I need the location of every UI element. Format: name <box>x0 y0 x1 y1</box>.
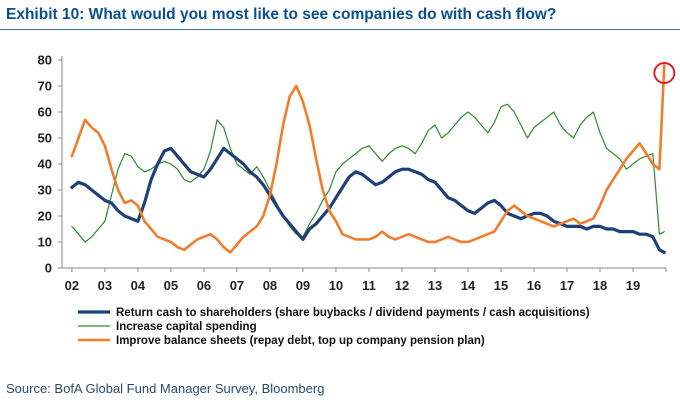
x-tick-label: 06 <box>197 278 211 293</box>
y-tick-label: 60 <box>38 105 52 120</box>
x-tick-label: 11 <box>362 278 376 293</box>
x-axis-ticks: 02 03 04 05 06 07 08 09 10 11 12 13 14 15 16 17 18 19 <box>65 268 667 293</box>
series-capex-line <box>71 103 665 243</box>
y-tick-label: 70 <box>38 79 52 94</box>
y-tick-label: 50 <box>38 131 52 146</box>
chart: 0 10 20 30 40 50 60 70 80 02 03 04 05 06 07 08 09 10 11 12… <box>38 53 676 347</box>
legend: Return cash to shareholders (share buyba… <box>78 307 590 347</box>
x-tick-label: 16 <box>527 278 541 293</box>
legend-item-return-cash: Return cash to shareholders (share buyba… <box>78 307 590 319</box>
y-tick-label: 30 <box>38 183 52 198</box>
x-tick-label: 12 <box>395 278 409 293</box>
x-tick-label: 15 <box>494 278 508 293</box>
y-tick-label: 20 <box>38 209 52 224</box>
series-layer <box>70 63 666 254</box>
legend-item-capex: Increase capital spending <box>78 321 257 333</box>
x-tick-label: 18 <box>593 278 607 293</box>
series-balance-sheet-line <box>70 63 666 254</box>
y-tick-label: 80 <box>38 53 52 68</box>
x-tick-label: 02 <box>65 278 79 293</box>
legend-label: Return cash to shareholders (share buyba… <box>116 307 590 319</box>
highlight-circle <box>653 62 676 84</box>
x-tick-label: 13 <box>428 278 442 293</box>
legend-label: Increase capital spending <box>116 321 257 333</box>
source-note: Source: BofA Global Fund Manager Survey,… <box>6 381 325 396</box>
x-tick-label: 09 <box>296 278 310 293</box>
y-tick-label: 0 <box>45 261 52 276</box>
x-tick-label: 10 <box>329 278 343 293</box>
legend-item-balance-sheet: Improve balance sheets (repay debt, top … <box>78 335 485 347</box>
x-tick-label: 04 <box>131 278 146 293</box>
chart-title: Exhibit 10: What would you most like to … <box>6 6 557 23</box>
y-tick-label: 40 <box>38 157 52 172</box>
legend-label: Improve balance sheets (repay debt, top … <box>116 335 485 347</box>
x-tick-label: 05 <box>164 278 178 293</box>
x-tick-label: 14 <box>461 278 476 293</box>
x-tick-label: 07 <box>230 278 244 293</box>
y-tick-label: 10 <box>38 235 52 250</box>
y-axis-ticks: 0 10 20 30 40 50 60 70 80 <box>38 53 62 276</box>
title-divider <box>0 29 680 30</box>
x-tick-label: 19 <box>626 278 640 293</box>
chart-axes <box>61 56 666 269</box>
x-tick-label: 03 <box>98 278 112 293</box>
x-tick-label: 17 <box>560 278 574 293</box>
x-tick-label: 08 <box>263 278 277 293</box>
series-return-cash-line <box>70 146 666 254</box>
annotation-layer <box>653 62 676 84</box>
